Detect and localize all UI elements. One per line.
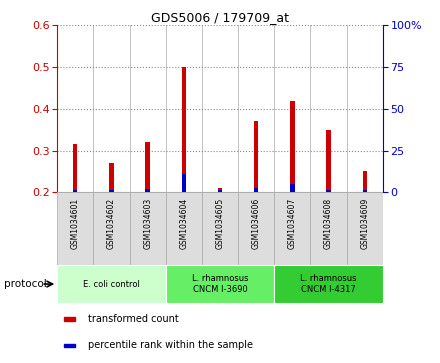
Bar — [146, 189, 150, 192]
Bar — [73, 190, 77, 192]
Text: GSM1034603: GSM1034603 — [143, 198, 152, 249]
Text: GSM1034601: GSM1034601 — [71, 198, 80, 249]
Text: protocol: protocol — [4, 279, 47, 289]
Bar — [326, 130, 331, 192]
Bar — [363, 171, 367, 192]
Bar — [64, 344, 75, 347]
Text: GSM1034604: GSM1034604 — [180, 198, 188, 249]
Bar — [290, 101, 294, 192]
Bar — [311, 192, 347, 265]
Bar — [363, 190, 367, 192]
Bar — [274, 192, 311, 265]
Text: GSM1034605: GSM1034605 — [216, 198, 224, 249]
Text: percentile rank within the sample: percentile rank within the sample — [88, 340, 253, 350]
Bar — [238, 192, 274, 265]
Bar — [93, 192, 129, 265]
Bar — [166, 265, 274, 303]
Bar — [182, 67, 186, 192]
Bar — [73, 144, 77, 192]
Bar — [326, 190, 331, 192]
Bar — [57, 192, 93, 265]
Bar — [109, 190, 114, 192]
Text: GSM1034608: GSM1034608 — [324, 198, 333, 249]
Bar — [57, 265, 166, 303]
Text: L. rhamnosus
CNCM I-4317: L. rhamnosus CNCM I-4317 — [300, 274, 357, 294]
Text: GSM1034609: GSM1034609 — [360, 198, 369, 249]
Bar — [202, 192, 238, 265]
Bar — [274, 265, 383, 303]
Bar — [218, 190, 222, 192]
Bar — [109, 163, 114, 192]
Bar — [182, 174, 186, 192]
Bar — [64, 317, 75, 321]
Text: GSM1034602: GSM1034602 — [107, 198, 116, 249]
Bar — [347, 192, 383, 265]
Text: GSM1034606: GSM1034606 — [252, 198, 260, 249]
Bar — [254, 121, 258, 192]
Bar — [254, 188, 258, 192]
Bar — [146, 142, 150, 192]
Title: GDS5006 / 179709_at: GDS5006 / 179709_at — [151, 11, 289, 24]
Bar — [166, 192, 202, 265]
Text: GSM1034607: GSM1034607 — [288, 198, 297, 249]
Text: E. coli control: E. coli control — [83, 280, 140, 289]
Bar — [290, 184, 294, 192]
Bar — [129, 192, 166, 265]
Text: transformed count: transformed count — [88, 314, 179, 324]
Bar — [218, 188, 222, 192]
Text: L. rhamnosus
CNCM I-3690: L. rhamnosus CNCM I-3690 — [192, 274, 248, 294]
